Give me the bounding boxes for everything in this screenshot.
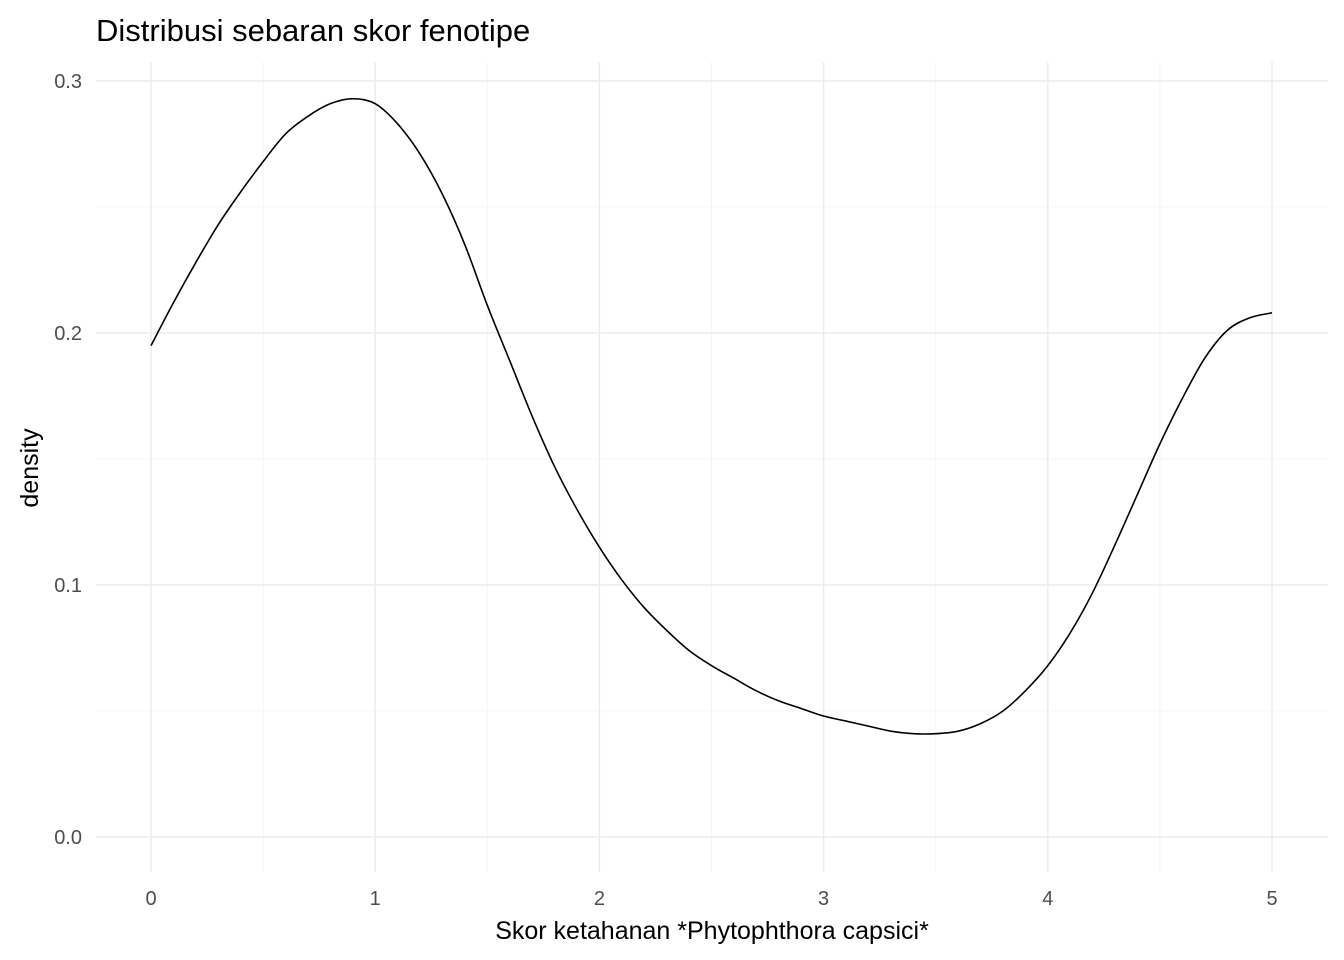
y-tick-label: 0.2 <box>54 323 82 345</box>
x-tick-label: 1 <box>370 888 381 910</box>
x-axis-ticks: 0 1 2 3 4 5 <box>145 888 1277 910</box>
y-axis-ticks: 0.0 0.1 0.2 0.3 <box>54 71 82 849</box>
y-tick-label: 0.1 <box>54 575 82 597</box>
x-tick-label: 5 <box>1266 888 1277 910</box>
y-tick-label: 0.0 <box>54 827 82 849</box>
minor-grid <box>96 62 1328 872</box>
y-tick-label: 0.3 <box>54 71 82 93</box>
major-grid <box>96 62 1328 872</box>
x-tick-label: 0 <box>145 888 156 910</box>
y-axis-title: density <box>16 428 44 508</box>
x-tick-label: 3 <box>818 888 829 910</box>
x-axis-title: Skor ketahanan *Phytophthora capsici* <box>495 917 929 945</box>
chart-title: Distribusi sebaran skor fenotipe <box>96 13 530 48</box>
density-line <box>150 97 1273 735</box>
x-tick-label: 4 <box>1042 888 1053 910</box>
x-tick-label: 2 <box>594 888 605 910</box>
